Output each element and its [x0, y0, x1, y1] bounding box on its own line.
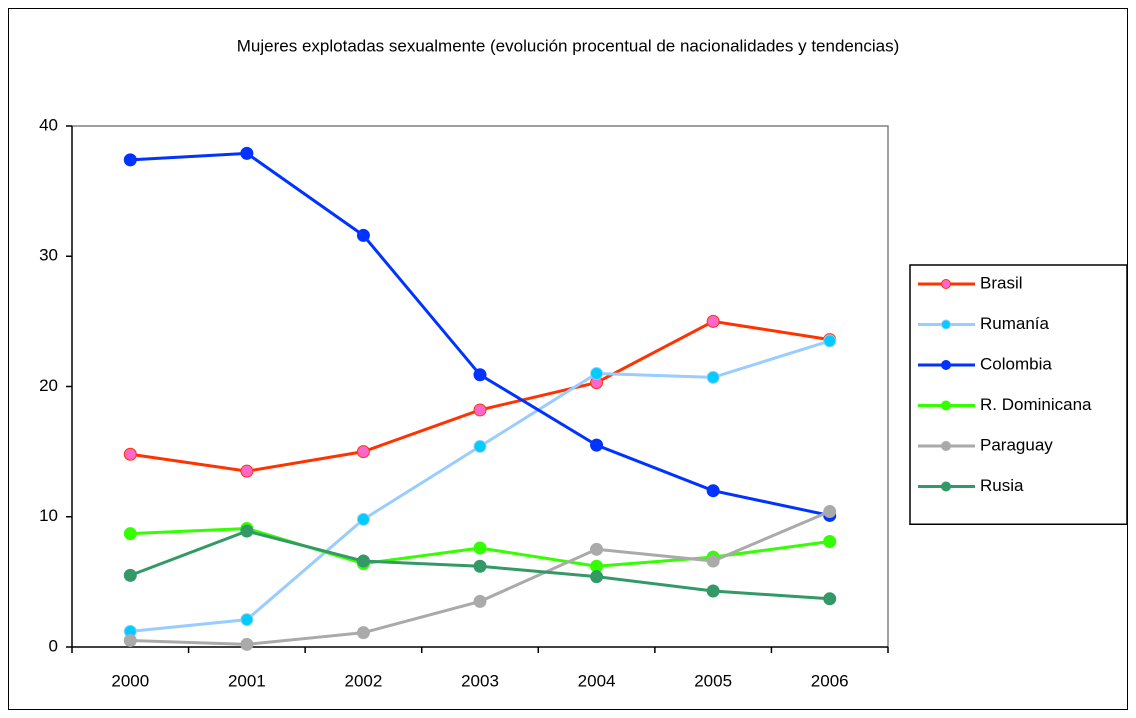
point	[473, 439, 487, 453]
point	[823, 505, 837, 519]
x-tick-label: 2001	[228, 671, 266, 690]
point	[356, 554, 370, 568]
point	[706, 370, 720, 384]
point	[590, 366, 604, 380]
point	[356, 512, 370, 526]
point	[473, 368, 487, 382]
point	[823, 592, 837, 606]
point	[123, 153, 137, 167]
point	[240, 464, 254, 478]
legend-label: Paraguay	[980, 435, 1053, 454]
legend-label: R. Dominicana	[980, 395, 1092, 414]
point	[356, 626, 370, 640]
legend-marker	[941, 441, 951, 451]
point	[706, 584, 720, 598]
x-tick-label: 2003	[461, 671, 499, 690]
x-tick-label: 2004	[578, 671, 616, 690]
y-tick-label: 30	[39, 246, 58, 265]
point	[473, 594, 487, 608]
point	[473, 541, 487, 555]
legend-label: Rumanía	[980, 314, 1050, 333]
legend-label: Rusia	[980, 476, 1024, 495]
point	[240, 524, 254, 538]
point	[356, 228, 370, 242]
point	[123, 447, 137, 461]
legend-label: Colombia	[980, 354, 1052, 373]
plot-border	[72, 125, 889, 647]
legend-label: Brasil	[980, 273, 1023, 292]
y-tick-label: 0	[49, 636, 58, 655]
point	[240, 637, 254, 651]
point	[706, 314, 720, 328]
x-tick-label: 2006	[811, 671, 849, 690]
y-tick-label: 10	[39, 506, 58, 525]
legend-marker	[941, 319, 951, 330]
x-tick-label: 2000	[111, 671, 149, 690]
point	[590, 542, 604, 556]
point	[706, 554, 720, 568]
point	[706, 484, 720, 498]
legend-marker	[941, 360, 951, 370]
point	[823, 334, 837, 348]
y-tick-label: 40	[39, 115, 58, 134]
point	[240, 613, 254, 627]
point	[473, 559, 487, 573]
chart-title: Mujeres explotadas sexualmente (evolució…	[237, 36, 899, 55]
point	[473, 403, 487, 417]
point	[590, 438, 604, 452]
point	[240, 146, 254, 160]
point	[123, 568, 137, 582]
x-tick-label: 2002	[345, 671, 383, 690]
point	[123, 633, 137, 647]
point	[356, 445, 370, 459]
legend-box	[909, 264, 1128, 525]
legend-marker	[941, 400, 951, 411]
point	[590, 570, 604, 584]
point	[123, 527, 137, 541]
point	[823, 534, 837, 548]
legend-marker	[941, 279, 951, 289]
legend-marker	[941, 481, 951, 492]
y-tick-label: 20	[39, 376, 58, 395]
x-tick-label: 2005	[694, 671, 732, 690]
